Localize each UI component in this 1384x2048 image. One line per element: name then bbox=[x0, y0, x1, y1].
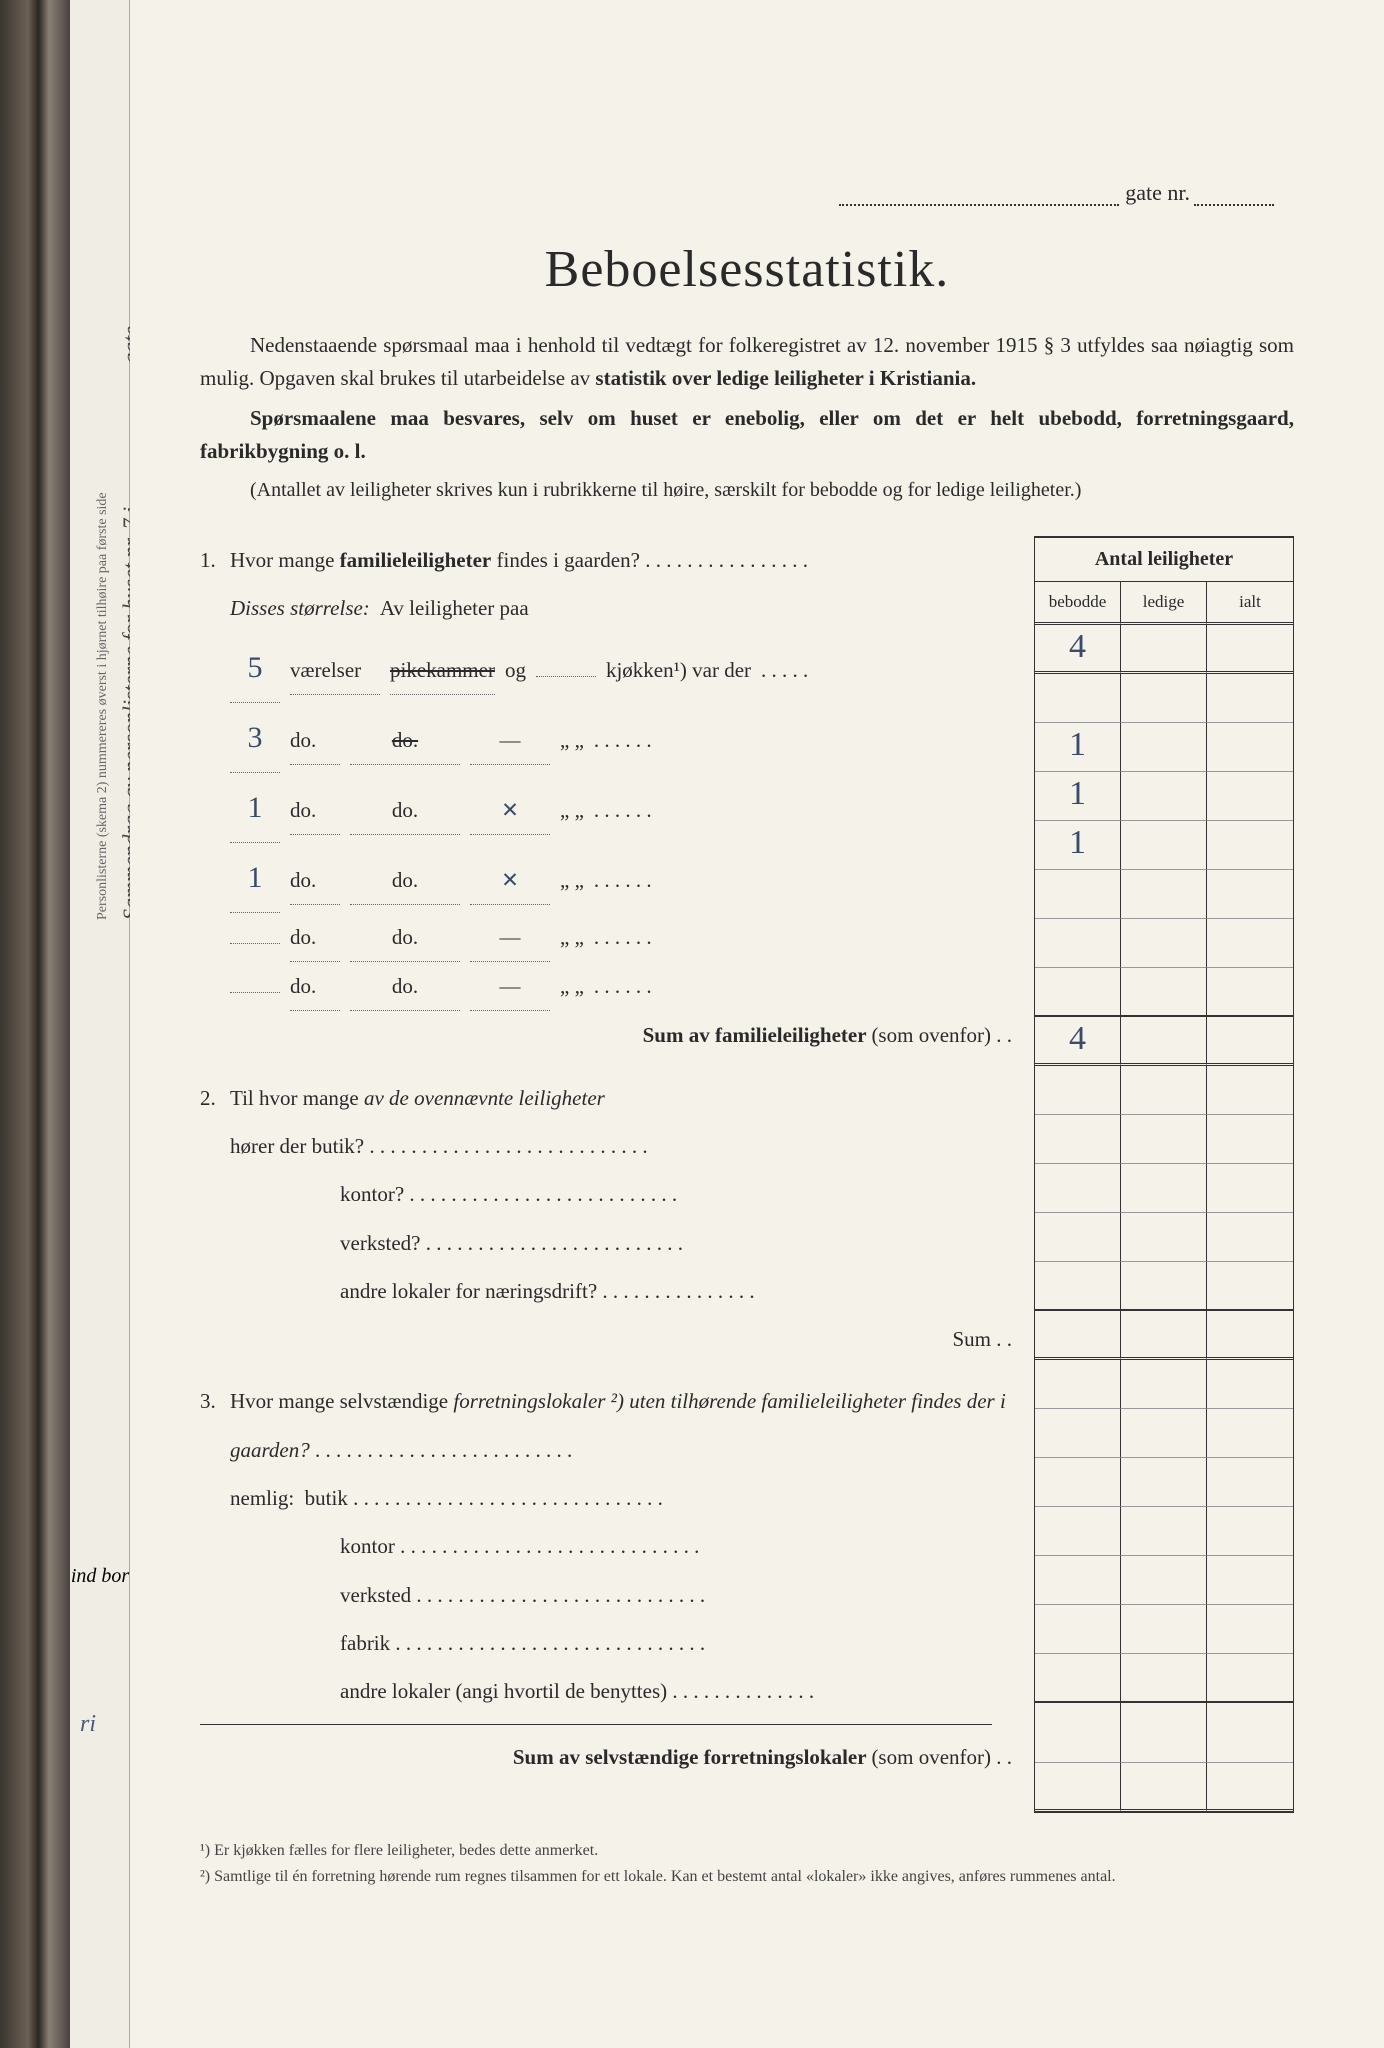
document-page: gate nr. Beboelsesstatistik. Nedenstaaen… bbox=[130, 0, 1384, 2048]
q3-item-3: fabrik . . . . . . . . . . . . . . . . .… bbox=[200, 1619, 1022, 1667]
margin-text-sub: Personlisterne (skema 2) nummereres øver… bbox=[95, 120, 111, 920]
row-q3-4 bbox=[1035, 1654, 1293, 1703]
row-q1-sum: 4 bbox=[1035, 1017, 1293, 1066]
row-q3-3 bbox=[1035, 1605, 1293, 1654]
row-q2-0 bbox=[1035, 1115, 1293, 1164]
margin-ind-bor: ind bor bbox=[70, 1565, 130, 1588]
row-q2-spacer bbox=[1035, 1066, 1293, 1115]
table-title: Antal leiligheter bbox=[1035, 538, 1293, 582]
row-q1-total: 4 bbox=[1035, 625, 1293, 674]
row-q3-2 bbox=[1035, 1556, 1293, 1605]
margin-handwritten: ri bbox=[80, 1711, 96, 1738]
footnote-2: ²) Samtlige til én forretning hørende ru… bbox=[200, 1864, 1294, 1890]
questions-column: 1. Hvor mange familieleiligheter findes … bbox=[200, 536, 1034, 1813]
q3-nemlig: nemlig: butik . . . . . . . . . . . . . … bbox=[200, 1474, 1022, 1522]
row-q2-2 bbox=[1035, 1213, 1293, 1262]
question-3: 3. Hvor mange selvstændige forretningslo… bbox=[200, 1377, 1022, 1474]
footnotes: ¹) Er kjøkken fælles for flere leilighet… bbox=[200, 1838, 1294, 1889]
q2-line1: hører der butik? . . . . . . . . . . . .… bbox=[200, 1122, 1022, 1170]
separator-line bbox=[200, 1724, 992, 1725]
gate-number-field: gate nr. bbox=[839, 180, 1274, 206]
row-q1-spacer bbox=[1035, 674, 1293, 723]
row-q2-1 bbox=[1035, 1164, 1293, 1213]
q1-row-2: 1 do. do. ✕ „ „ . . . . . . bbox=[200, 773, 1022, 843]
counts-table: Antal leiligheter bebodde ledige ialt 4 … bbox=[1034, 536, 1294, 1813]
q1-sum: Sum av familieleiligheter (som ovenfor) … bbox=[200, 1011, 1022, 1059]
left-margin-strip: Sammendrag av personlisterne for huset n… bbox=[70, 0, 130, 2048]
table-columns: bebodde ledige ialt bbox=[1035, 582, 1293, 625]
row-q1-4 bbox=[1035, 919, 1293, 968]
row-q1-0: 1 bbox=[1035, 723, 1293, 772]
q3-sum: Sum av selvstændige forretningslokaler (… bbox=[200, 1733, 1022, 1781]
row-q3-blank bbox=[1035, 1703, 1293, 1763]
row-q3-sum bbox=[1035, 1763, 1293, 1812]
col-ledige: ledige bbox=[1121, 582, 1207, 625]
q1-row-0: 5 værelser pikekammer og kjøkken¹) var d… bbox=[200, 633, 1022, 703]
question-1: 1. Hvor mange familieleiligheter findes … bbox=[200, 536, 1022, 584]
q3-item-4: andre lokaler (angi hvortil de benyttes)… bbox=[200, 1667, 1022, 1715]
row-q1-3 bbox=[1035, 870, 1293, 919]
book-spine bbox=[0, 0, 70, 2048]
q1-row-3: 1 do. do. ✕ „ „ . . . . . . bbox=[200, 843, 1022, 913]
q1-row-1: 3 do. do. — „ „ . . . . . . bbox=[200, 703, 1022, 773]
footnote-1: ¹) Er kjøkken fælles for flere leilighet… bbox=[200, 1838, 1294, 1864]
col-ialt: ialt bbox=[1207, 582, 1293, 625]
row-q1-1: 1 bbox=[1035, 772, 1293, 821]
row-q2-3 bbox=[1035, 1262, 1293, 1311]
q1-disses: Disses størrelse: Av leiligheter paa bbox=[200, 584, 1022, 632]
row-q3-1 bbox=[1035, 1507, 1293, 1556]
q1-row-5: do. do. — „ „ . . . . . . bbox=[200, 962, 1022, 1011]
intro-paragraph-1: Nedenstaaende spørsmaal maa i henhold ti… bbox=[200, 329, 1294, 394]
row-q3-head bbox=[1035, 1360, 1293, 1409]
question-2: 2. Til hvor mange av de ovennævnte leili… bbox=[200, 1074, 1022, 1122]
q2-sum: Sum . . bbox=[200, 1315, 1022, 1363]
row-q3-head2 bbox=[1035, 1409, 1293, 1458]
q2-item-0: kontor? . . . . . . . . . . . . . . . . … bbox=[200, 1170, 1022, 1218]
q3-item-2: verksted . . . . . . . . . . . . . . . .… bbox=[200, 1571, 1022, 1619]
intro-paragraph-2: Spørsmaalene maa besvares, selv om huset… bbox=[200, 402, 1294, 467]
row-q1-5 bbox=[1035, 968, 1293, 1017]
q3-item-1: kontor . . . . . . . . . . . . . . . . .… bbox=[200, 1522, 1022, 1570]
page-title: Beboelsesstatistik. bbox=[200, 240, 1294, 299]
intro-paren: (Antallet av leiligheter skrives kun i r… bbox=[200, 475, 1294, 506]
q1-row-4: do. do. — „ „ . . . . . . bbox=[200, 913, 1022, 962]
q2-item-2: andre lokaler for næringsdrift? . . . . … bbox=[200, 1267, 1022, 1315]
gate-label: gate nr. bbox=[1125, 180, 1190, 205]
row-q2-sum bbox=[1035, 1311, 1293, 1360]
row-q3-0 bbox=[1035, 1458, 1293, 1507]
q2-item-1: verksted? . . . . . . . . . . . . . . . … bbox=[200, 1219, 1022, 1267]
col-bebodde: bebodde bbox=[1035, 582, 1121, 625]
row-q1-2: 1 bbox=[1035, 821, 1293, 870]
